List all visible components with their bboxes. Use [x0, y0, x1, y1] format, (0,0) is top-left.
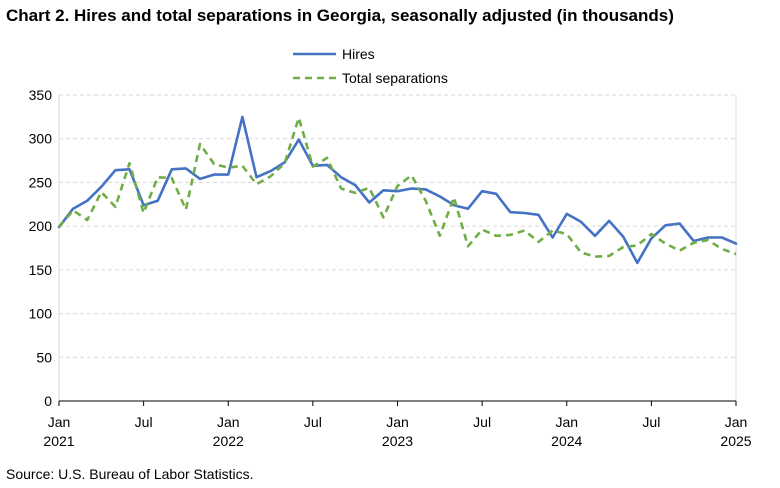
y-tick-label: 250	[29, 174, 53, 190]
y-tick-label: 0	[44, 393, 52, 409]
x-tick-label-year: 2024	[551, 433, 582, 449]
legend-label: Total separations	[342, 70, 448, 86]
y-tick-label: 150	[29, 262, 53, 278]
chart-title: Chart 2. Hires and total separations in …	[6, 6, 674, 25]
y-tick-label: 300	[29, 131, 53, 147]
x-tick-label-month: Jan	[48, 414, 71, 430]
series-line-hires	[57, 115, 738, 265]
x-tick-label-month: Jul	[642, 414, 660, 430]
y-axis-tick-labels: 0 50 100 150 200 250 300 350	[29, 87, 53, 409]
legend-label: Hires	[342, 46, 375, 62]
y-tick-label: 50	[36, 349, 52, 365]
x-tick-label-month: Jul	[304, 414, 322, 430]
x-tick-label-year: 2025	[720, 433, 751, 449]
x-tick-label-year: 2022	[213, 433, 244, 449]
x-tick-label-month: Jan	[386, 414, 409, 430]
x-tick-label-month: Jan	[555, 414, 578, 430]
x-tick-label-month: Jul	[135, 414, 153, 430]
x-tick-label-month: Jan	[725, 414, 748, 430]
y-tick-label: 200	[29, 218, 53, 234]
x-tick-label-year: 2023	[382, 433, 413, 449]
legend: Hires Total separations	[293, 46, 448, 86]
x-tick-label-year: 2021	[43, 433, 74, 449]
series-lines	[57, 115, 738, 265]
series-line-total-separations	[58, 116, 737, 259]
x-tick-label-month: Jul	[473, 414, 491, 430]
gridlines	[58, 94, 737, 401]
y-tick-label: 100	[29, 306, 53, 322]
source-note: Source: U.S. Bureau of Labor Statistics.	[6, 466, 254, 482]
x-axis: Jan 2021 Jul Jan 2022 Jul Jan 2023 Jul Jan 2024 Jul…	[43, 400, 752, 449]
y-tick-label: 350	[29, 87, 53, 103]
x-tick-label-month: Jan	[217, 414, 240, 430]
